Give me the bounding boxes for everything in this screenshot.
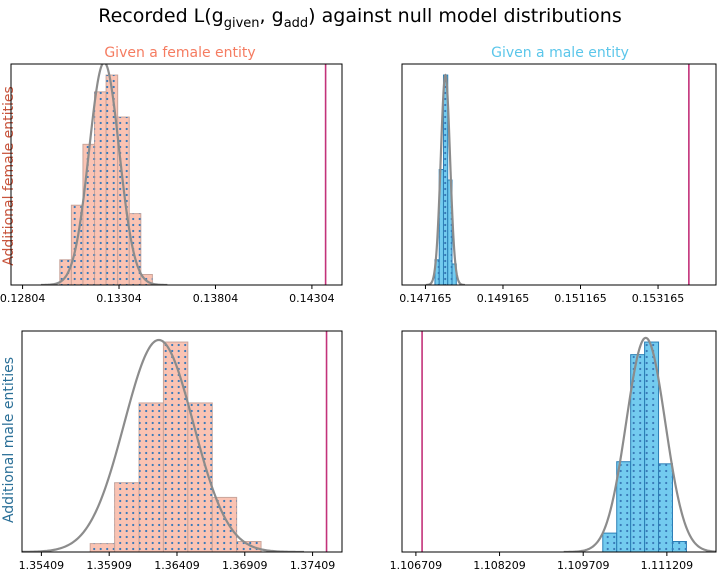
- x-tick-label: 0.14304: [289, 292, 335, 305]
- histogram-bar-dots: [117, 117, 130, 285]
- x-tick-label: 1.36409: [154, 559, 200, 572]
- row-label-male: Additional male entities: [1, 357, 17, 523]
- col-title-female: Given a female entity: [104, 45, 255, 61]
- histogram-bar-dots: [236, 541, 262, 552]
- x-tick-label: 0.151165: [554, 292, 607, 305]
- title-subscript-given: given: [224, 16, 260, 31]
- x-tick-label: 1.37409: [290, 559, 336, 572]
- plot-area: [22, 331, 328, 552]
- x-tick-label: 1.35909: [86, 559, 132, 572]
- histogram-bar-dots: [434, 259, 440, 285]
- histogram-bar-dots: [439, 169, 444, 285]
- kde-curve: [563, 336, 716, 552]
- plot-area: [421, 331, 716, 552]
- panel-male-given-female: 0.147165 0.149165 0.151165 0.153165: [399, 63, 717, 305]
- histogram-bar-dots: [447, 180, 453, 285]
- histogram-bar-dots: [443, 75, 448, 285]
- col-title-male: Given a male entity: [491, 45, 629, 61]
- x-tick-label: 1.108209: [473, 559, 526, 572]
- histogram-bar-dots: [658, 463, 673, 552]
- plot-area: [425, 64, 690, 285]
- panel-female-given-male: 1.35409 1.35909 1.36409 1.36909 1.37409: [19, 330, 343, 572]
- x-tick-label: 1.106709: [390, 559, 443, 572]
- x-tick-label: 0.13804: [193, 292, 239, 305]
- x-tick-label: 1.35409: [19, 559, 65, 572]
- kde-curve: [40, 64, 168, 285]
- histogram-bar-dots: [94, 91, 107, 285]
- histogram-bar-dots: [616, 461, 631, 552]
- title-part-main: Recorded L(g: [98, 5, 224, 27]
- axes-frame: [10, 63, 343, 286]
- kde-curve: [425, 73, 466, 285]
- title-subscript-add: add: [284, 16, 308, 31]
- histogram-bar-dots: [59, 259, 72, 285]
- histogram-bar-dots: [82, 144, 95, 285]
- panel-female-given-female: 0.12804 0.13304 0.13804 0.14304: [0, 63, 343, 305]
- axes-frame: [21, 330, 343, 553]
- histogram-bar-dots: [139, 402, 164, 552]
- histogram-bar-dots: [106, 75, 118, 285]
- histogram-bar-dots: [163, 342, 188, 552]
- axes-frame: [401, 330, 717, 553]
- x-tick-label: 1.36909: [222, 559, 268, 572]
- histogram-bar-dots: [90, 543, 115, 552]
- title-part-sep: , g: [260, 5, 284, 27]
- kde-curve: [22, 338, 305, 552]
- x-tick-label: 0.147165: [399, 292, 452, 305]
- x-tick-label: 0.153165: [632, 292, 685, 305]
- histogram-bar-dots: [602, 533, 617, 552]
- row-label-female: Additional female entities: [1, 86, 17, 266]
- figure-title: Recorded L(ggiven, gadd) against null mo…: [98, 5, 622, 31]
- x-tick-label: 1.109709: [557, 559, 610, 572]
- histogram-bar-dots: [630, 354, 645, 552]
- histogram-bar-dots: [114, 482, 140, 552]
- x-tick-label: 1.111209: [641, 559, 694, 572]
- axes-frame: [401, 63, 717, 286]
- histogram-bar-dots: [672, 541, 687, 552]
- histogram-bar-dots: [129, 213, 141, 285]
- x-tick-label: 0.13304: [96, 292, 142, 305]
- histogram-bar-dots: [452, 264, 457, 285]
- plot-area: [40, 64, 327, 285]
- x-tick-label: 0.12804: [0, 292, 45, 305]
- panel-male-given-male: 1.106709 1.108209 1.109709 1.111209: [390, 330, 717, 572]
- x-tick-label: 0.149165: [477, 292, 530, 305]
- histogram-bar-dots: [644, 342, 659, 552]
- title-part-end: ) against null model distributions: [308, 5, 622, 27]
- histogram-bar-dots: [212, 497, 237, 552]
